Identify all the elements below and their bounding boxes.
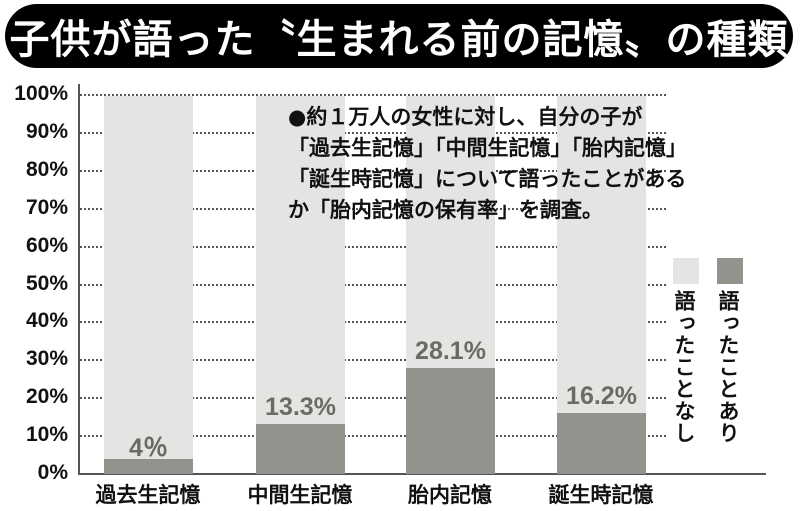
y-tick-label: 20% (25, 385, 68, 409)
bar-not-told (256, 96, 345, 474)
y-tick-label: 40% (25, 309, 68, 333)
gridline (80, 283, 666, 286)
bar-told (104, 458, 193, 474)
bar-not-told (557, 96, 646, 474)
chart-annotation: ●約１万人の女性に対し、自分の子が 「過去生記憶」「中間生記憶」「胎内記憶」 「… (288, 102, 788, 226)
y-tick-label: 50% (25, 271, 68, 295)
annotation-line: か「胎内記憶の保有率」を調査。 (288, 198, 603, 222)
gridline (80, 435, 666, 438)
y-axis-line (78, 84, 80, 475)
category-label: 過去生記憶 (95, 483, 201, 507)
legend-swatch-no (673, 258, 699, 284)
y-tick-label: 90% (25, 119, 68, 143)
chart-title: 子供が語った〝生まれる前の記憶〟の種類 (5, 4, 793, 68)
category-label: 中間生記憶 (247, 483, 353, 507)
bar-value-label: 28.1% (415, 336, 486, 365)
annotation-line: 「誕生時記憶」について語ったことがある (288, 167, 687, 191)
y-tick-label: 80% (25, 157, 68, 181)
bar-value-label: 13.3% (265, 392, 336, 421)
x-axis-baseline (78, 473, 766, 475)
bar-told (557, 412, 646, 474)
y-tick-label: 100% (14, 82, 68, 105)
legend-label-no: 語ったことなし (672, 290, 696, 444)
bar-value-label: 16.2% (566, 381, 637, 410)
bar-not-told (104, 96, 193, 474)
annotation-line: 「過去生記憶」「中間生記憶」「胎内記憶」 (288, 136, 687, 160)
gridline (80, 245, 666, 248)
legend-label-yes: 語ったことあり (716, 290, 740, 444)
gridline (80, 94, 666, 96)
legend-swatch-yes (717, 258, 743, 284)
bar-value-label: 4％ (129, 433, 168, 462)
gridline (80, 169, 666, 172)
bar-told (406, 367, 495, 474)
gridline (80, 359, 666, 362)
y-tick-label: 10% (25, 423, 68, 447)
y-tick-label: 0% (37, 461, 68, 484)
category-label: 誕生時記憶 (548, 483, 654, 507)
annotation-line: ●約１万人の女性に対し、自分の子が (288, 105, 643, 129)
y-tick-label: 70% (25, 195, 68, 219)
gridline (80, 131, 666, 134)
bar-told (256, 423, 345, 474)
gridline (80, 397, 666, 400)
y-tick-label: 30% (25, 347, 68, 371)
gridline (80, 321, 666, 324)
gridline (80, 207, 666, 210)
category-label: 胎内記憶 (408, 483, 492, 507)
y-tick-label: 60% (25, 233, 68, 257)
